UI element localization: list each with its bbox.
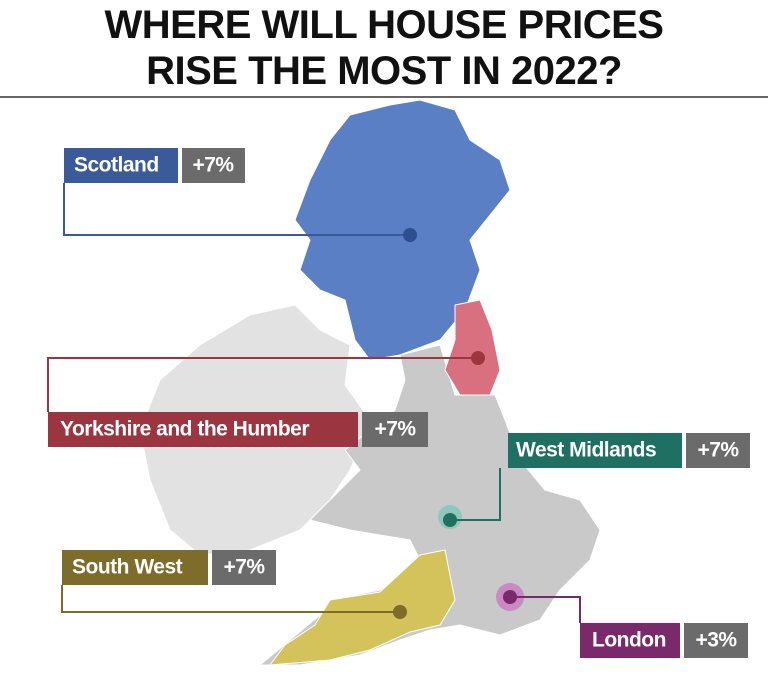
label-box xyxy=(508,433,682,468)
marker xyxy=(403,228,417,242)
value-box xyxy=(686,433,750,468)
leader-line xyxy=(450,468,501,521)
label-box xyxy=(580,623,680,658)
marker xyxy=(503,590,517,604)
north-east xyxy=(444,299,501,396)
value-box xyxy=(212,550,276,585)
scotland xyxy=(294,99,511,361)
region-name: Scotland xyxy=(74,154,159,177)
region-change: +7% xyxy=(697,439,739,462)
title-line: RISE THE MOST IN 2022? xyxy=(146,49,622,93)
south-west xyxy=(268,549,456,666)
region-change: +7% xyxy=(223,556,265,579)
label-box xyxy=(62,550,208,585)
leader-line xyxy=(47,357,478,412)
label-box xyxy=(48,412,358,447)
title-line: WHERE WILL HOUSE PRICES xyxy=(105,3,664,47)
label-box xyxy=(64,148,178,183)
map xyxy=(139,99,601,666)
marker xyxy=(471,351,485,365)
region-name: West Midlands xyxy=(516,439,656,462)
marker xyxy=(393,605,407,619)
value-box xyxy=(182,148,245,183)
region-name: Yorkshire and the Humber xyxy=(60,418,309,441)
region-change: +7% xyxy=(192,154,234,177)
region-name: London xyxy=(592,629,666,652)
leader-line xyxy=(510,596,581,623)
region-name: South West xyxy=(72,556,183,579)
region-change: +3% xyxy=(695,629,737,652)
leader-line xyxy=(61,585,400,613)
value-box xyxy=(684,623,748,658)
marker xyxy=(443,513,457,527)
value-box xyxy=(362,412,428,447)
leader-line xyxy=(63,183,410,236)
region-change: +7% xyxy=(374,418,416,441)
